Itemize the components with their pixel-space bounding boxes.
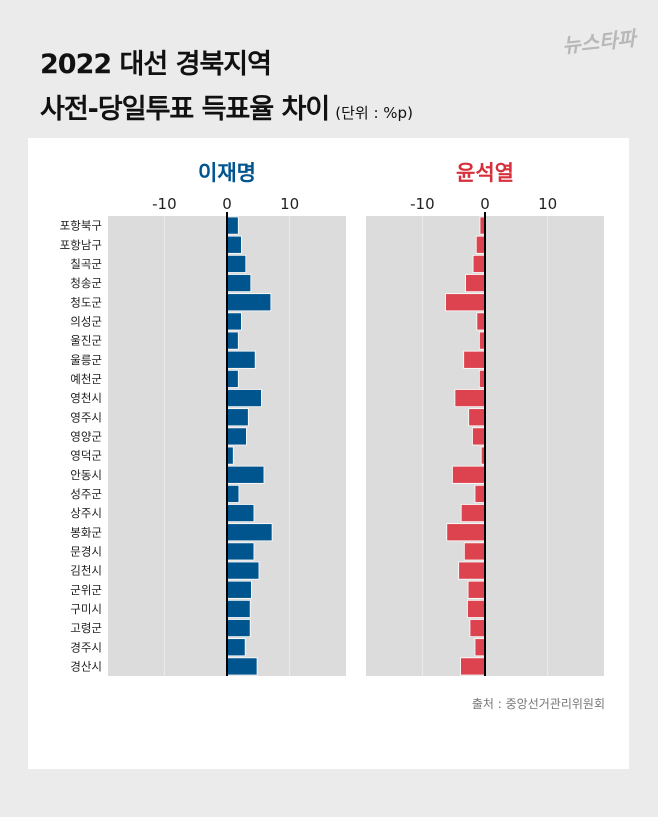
title-line-2: 사전-당일투표 득표율 차이 (단위 : %p) xyxy=(40,87,413,126)
category-label: 의성군 xyxy=(70,314,102,328)
bar-영주시 xyxy=(468,408,486,427)
category-label: 안동시 xyxy=(70,468,102,482)
newstapa-logo: 뉴스타파 xyxy=(561,26,638,58)
category-label: 구미시 xyxy=(70,602,102,616)
category-label: 경주시 xyxy=(70,640,102,654)
bar-포항남구 xyxy=(226,235,242,254)
category-label: 청도군 xyxy=(70,295,102,309)
bar-구미시 xyxy=(226,599,251,618)
bar-경주시 xyxy=(474,638,486,657)
category-label: 포항남구 xyxy=(60,238,102,252)
bar-청송군 xyxy=(465,274,486,293)
bar-봉화군 xyxy=(446,523,486,542)
x-tick-label: 10 xyxy=(280,195,299,213)
bar-김천시 xyxy=(458,561,486,580)
category-label: 울릉군 xyxy=(70,353,102,367)
bar-영양군 xyxy=(472,427,486,446)
bar-영천시 xyxy=(454,389,486,408)
panel-title-yoon-suk-yeol: 윤석열 xyxy=(456,161,514,185)
bar-문경시 xyxy=(226,542,255,561)
category-label: 영주시 xyxy=(70,410,102,424)
bar-군위군 xyxy=(467,580,486,599)
bar-의성군 xyxy=(226,312,242,331)
bar-칠곡군 xyxy=(472,254,486,273)
x-tick-label: -10 xyxy=(410,195,435,213)
bar-김천시 xyxy=(226,561,260,580)
category-label: 포항북구 xyxy=(60,219,102,233)
bar-문경시 xyxy=(463,542,486,561)
category-label: 군위군 xyxy=(70,583,102,597)
category-label: 상주시 xyxy=(70,506,102,520)
bar-경산시 xyxy=(460,657,486,676)
bar-영양군 xyxy=(226,427,247,446)
bar-포항남구 xyxy=(475,235,486,254)
x-tick-label: 10 xyxy=(538,195,557,213)
bar-경주시 xyxy=(226,638,246,657)
title-text: 사전-당일투표 득표율 차이 xyxy=(40,94,330,125)
bar-청송군 xyxy=(226,274,252,293)
bar-예천군 xyxy=(226,369,239,388)
unit-label: (단위 : %p) xyxy=(335,104,413,122)
source-note: 출처 : 중앙선거관리위원회 xyxy=(471,697,605,711)
category-label: 김천시 xyxy=(70,564,102,578)
category-label: 성주군 xyxy=(70,487,102,501)
bar-경산시 xyxy=(226,657,258,676)
bar-성주군 xyxy=(226,484,240,503)
category-label: 고령군 xyxy=(70,621,102,635)
bar-청도군 xyxy=(445,293,486,312)
title-line-1: 2022 대선 경북지역 xyxy=(40,49,272,80)
category-label: 예천군 xyxy=(70,372,102,386)
bar-상주시 xyxy=(460,504,486,523)
bar-성주군 xyxy=(474,484,486,503)
category-label: 청송군 xyxy=(70,276,102,290)
bar-구미시 xyxy=(467,599,486,618)
bar-상주시 xyxy=(226,504,255,523)
category-label: 칠곡군 xyxy=(70,257,102,271)
bar-울진군 xyxy=(226,331,239,350)
panel-title-lee-jae-myung: 이재명 xyxy=(198,161,256,185)
bar-울릉군 xyxy=(463,350,486,369)
bar-고령군 xyxy=(226,619,251,638)
bar-안동시 xyxy=(226,465,265,484)
category-label: 봉화군 xyxy=(70,525,102,539)
bar-칠곡군 xyxy=(226,254,247,273)
category-label: 영천시 xyxy=(70,391,102,405)
x-tick-label: 0 xyxy=(222,195,232,213)
bar-울릉군 xyxy=(226,350,256,369)
bar-고령군 xyxy=(469,619,486,638)
category-label: 문경시 xyxy=(70,544,102,558)
category-label: 영덕군 xyxy=(70,449,102,463)
chart-svg: -10 0 10 이재명포항북구포항남구칠곡군청송군청도군의성군울진군울릉군예천군영천… xyxy=(60,161,604,676)
bar-봉화군 xyxy=(226,523,273,542)
category-label: 경산시 xyxy=(70,659,102,673)
x-tick-label: 0 xyxy=(480,195,490,213)
bar-포항북구 xyxy=(226,216,239,235)
bar-청도군 xyxy=(226,293,272,312)
bar-영천시 xyxy=(226,389,262,408)
bar-군위군 xyxy=(226,580,252,599)
bar-의성군 xyxy=(476,312,486,331)
bar-영주시 xyxy=(226,408,249,427)
x-tick-label: -10 xyxy=(152,195,177,213)
bar-안동시 xyxy=(452,465,486,484)
category-label: 영양군 xyxy=(70,429,102,443)
category-label: 울진군 xyxy=(70,334,102,348)
